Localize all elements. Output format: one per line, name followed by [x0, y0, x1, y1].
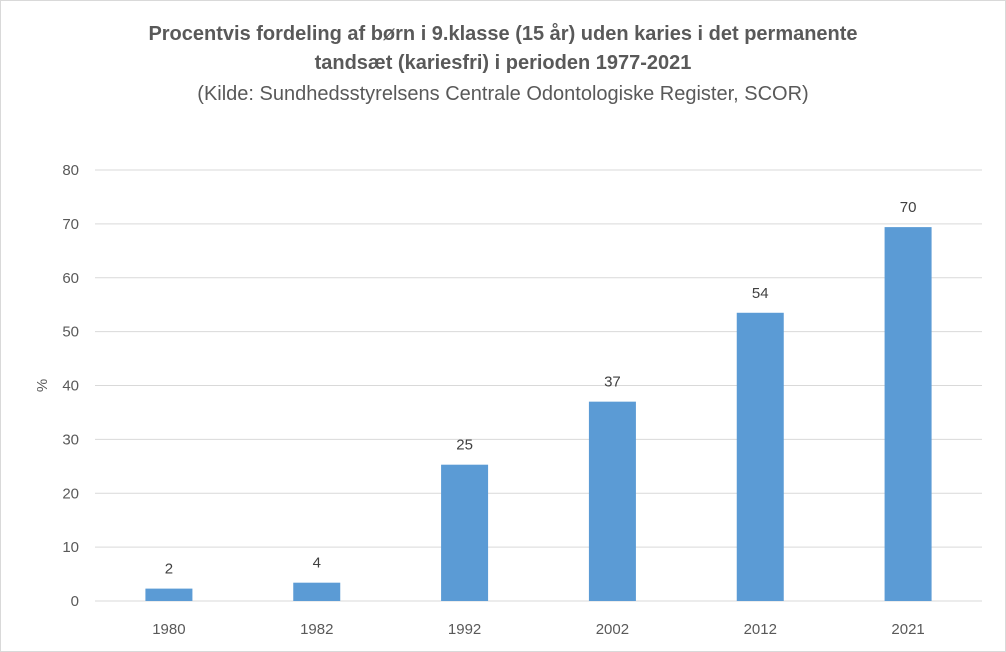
bar-1992: [441, 464, 489, 601]
x-tick-label: 2021: [891, 621, 924, 638]
y-axis-label: %: [34, 379, 51, 392]
bar-2002: [588, 401, 636, 601]
chart-subtitle: (Kilde: Sundhedsstyrelsens Centrale Odon…: [197, 83, 809, 105]
y-tick-label: 70: [62, 216, 79, 233]
bar-1982: [293, 582, 341, 601]
data-label: 25: [456, 437, 473, 454]
y-tick-label: 0: [71, 593, 79, 610]
data-label: 4: [313, 555, 321, 572]
bar-1980: [145, 588, 193, 601]
y-tick-label: 10: [62, 539, 79, 556]
data-label: 54: [752, 285, 769, 302]
x-tick-label: 1992: [448, 621, 481, 638]
chart-title-line-2: tandsæt (kariesfri) i perioden 1977-2021: [314, 52, 692, 74]
x-tick-label: 1982: [300, 621, 333, 638]
bar-2012: [736, 312, 784, 601]
x-tick-label: 1980: [152, 621, 185, 638]
y-tick-label: 80: [62, 162, 79, 179]
y-tick-label: 60: [62, 270, 79, 287]
y-tick-label: 20: [62, 485, 79, 502]
x-tick-label: 2012: [744, 621, 777, 638]
x-tick-label: 2002: [596, 621, 629, 638]
y-tick-label: 40: [62, 378, 79, 395]
y-tick-label: 30: [62, 431, 79, 448]
bar-2021: [884, 227, 932, 602]
data-label: 70: [900, 199, 917, 216]
y-tick-label: 50: [62, 324, 79, 341]
data-label: 37: [604, 374, 621, 391]
chart-title: Procentvis fordeling af børn i 9.klasse …: [0, 20, 1006, 78]
chart-title-line-1: Procentvis fordeling af børn i 9.klasse …: [148, 23, 858, 45]
data-label: 2: [165, 561, 173, 578]
